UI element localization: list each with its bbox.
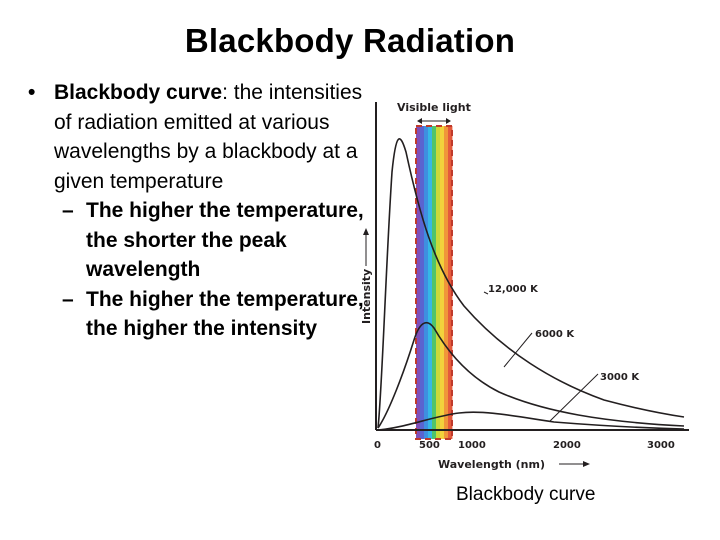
spectrum-stripe	[416, 126, 421, 439]
bullet-definition: : the intensities of radiation emitted a…	[54, 81, 363, 193]
x-axis-label: Wavelength (nm)	[438, 458, 545, 471]
spectrum-stripe	[432, 126, 437, 439]
label-pointer-6000k	[503, 332, 533, 368]
x-tick-0: 0	[374, 440, 381, 451]
curve-label-3000k: 3000 K	[600, 372, 640, 383]
y-arrow-head	[363, 228, 369, 235]
sub-bullet-text: The higher the temperature, the higher t…	[86, 287, 364, 341]
dash-marker: –	[62, 199, 74, 222]
spectrum-stripe	[440, 126, 445, 439]
visible-spectrum-band	[416, 126, 453, 439]
spectrum-stripe	[436, 126, 441, 439]
visible-light-label: Visible light	[397, 101, 471, 114]
x-tick-3000: 3000	[647, 440, 675, 451]
curve-12000k	[377, 138, 685, 429]
curve-3000k	[377, 411, 685, 431]
x-arrow-head	[583, 461, 590, 467]
label-pointer-3000k	[549, 373, 599, 422]
sub-bullet-item: – The higher the temperature, the higher…	[62, 285, 368, 344]
figure-caption: Blackbody curve	[456, 484, 596, 505]
spectrum-stripe	[424, 126, 429, 439]
blackbody-figure: Visible light Intensity 0 500 1000 2000 …	[360, 101, 689, 471]
dash-marker: –	[62, 287, 74, 311]
spectrum-stripe	[428, 126, 433, 439]
curve-label-6000k: 6000 K	[535, 329, 575, 340]
y-axis-label: Intensity	[360, 269, 373, 324]
bullet-item: • Blackbody curve: the intensities of ra…	[28, 78, 368, 196]
x-tick-2000: 2000	[553, 440, 581, 451]
arrow-head-left	[417, 118, 422, 124]
bullet-text: Blackbody curve: the intensities of radi…	[54, 78, 368, 196]
label-pointer-12000k	[483, 291, 489, 295]
spectrum-stripe	[444, 126, 449, 439]
spectrum-stripe	[448, 126, 453, 439]
curve-6000k	[377, 321, 685, 429]
bullet-term: Blackbody curve	[54, 81, 223, 104]
visible-band-border	[415, 125, 453, 440]
sub-bullet-text: The higher the temperature, the shorter …	[86, 199, 364, 281]
sub-bullet-item: – The higher the temperature, the shorte…	[62, 196, 368, 285]
bullet-list: • Blackbody curve: the intensities of ra…	[28, 78, 368, 344]
x-tick-1000: 1000	[458, 440, 486, 451]
slide-title: Blackbody Radiation	[184, 22, 516, 59]
x-tick-500: 500	[419, 440, 440, 451]
curve-label-12000k: 12,000 K	[488, 284, 539, 295]
spectrum-stripe	[420, 126, 425, 439]
bullet-marker: •	[28, 81, 36, 104]
arrow-head-right	[446, 118, 451, 124]
